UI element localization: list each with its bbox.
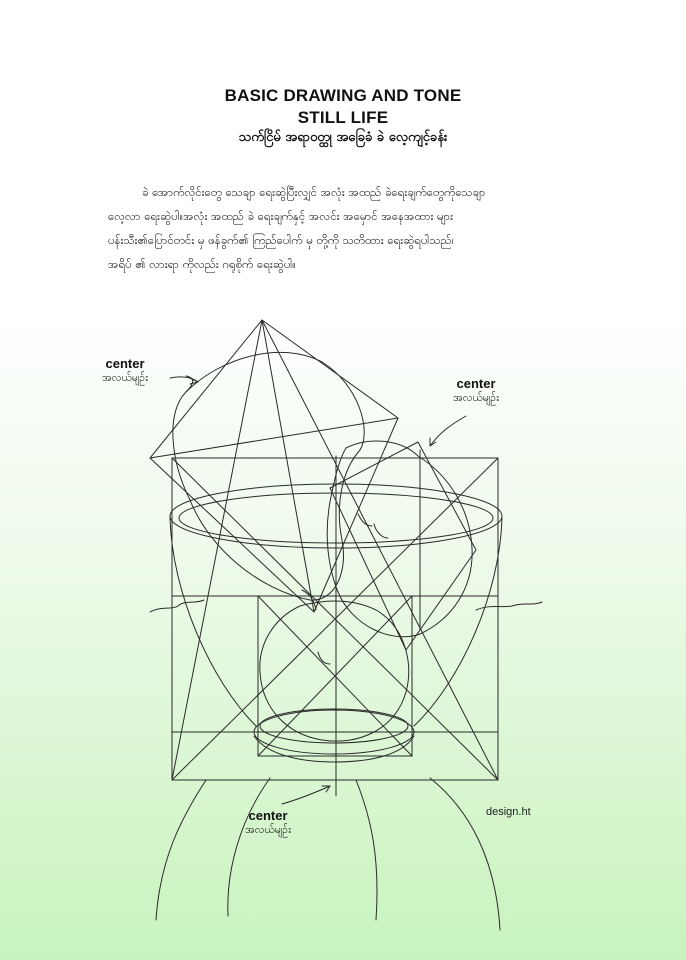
center-label-en: center xyxy=(248,808,288,823)
center-label-my: အလယ်မျဉ်း xyxy=(453,392,499,404)
construction-diagonal xyxy=(149,417,399,459)
cloth-curve-left-2 xyxy=(227,777,271,917)
center-label: center အလယ်မျဉ်း xyxy=(436,376,516,405)
center-label: center အလယ်မျဉ်း xyxy=(228,808,308,837)
leader-arrow-2 xyxy=(429,415,467,447)
construction-line xyxy=(261,319,499,781)
front-apple-detail xyxy=(317,651,331,665)
still-life-sketch xyxy=(149,319,543,931)
page-title-line-2: STILL LIFE xyxy=(297,108,389,127)
construction-line xyxy=(171,319,263,781)
designer-credit: design.ht xyxy=(486,806,531,818)
construction-diagonal xyxy=(257,595,413,757)
apple-highlight xyxy=(357,513,389,539)
bowl-base-front xyxy=(253,735,415,763)
cloth-curve-bottom xyxy=(355,779,378,921)
tilted-construction-square xyxy=(149,319,399,613)
leader-arrow-3-head xyxy=(321,785,331,793)
leader-arrow-2-head xyxy=(429,437,437,447)
leader-arrow-3 xyxy=(281,785,331,805)
paragraph-line: အရိပ် ၏ လားရာ ကိုလည်း ဂရုစိုက် ရေးဆွဲပါ။ xyxy=(108,257,296,271)
construction-square xyxy=(171,457,499,781)
bowl-base-inner xyxy=(259,708,409,744)
page-subtitle: သက်ငြိမ် အရာဝတ္ထု အခြေခံ ခဲ လေ့ကျင့်ခန်း xyxy=(238,130,448,145)
paragraph-line: ပန်းသီး၏ပြောင်တင်း မှ ဖန်ခွက်၏ ကြည်ပေါက်… xyxy=(108,233,454,247)
paragraph-line: ခဲ အောက်လိုင်းတွေ သေချာ ရေးဆွဲပြီးလျှင် … xyxy=(142,185,486,199)
front-apple-outline xyxy=(259,600,410,742)
cloth-curve-left xyxy=(155,779,207,921)
cloth-line-left xyxy=(149,599,205,613)
bowl-left-side xyxy=(169,517,257,727)
pear-outline xyxy=(172,351,365,601)
leader-arrow-1-head xyxy=(189,377,199,385)
bowl-right-side xyxy=(413,517,503,727)
center-label-en: center xyxy=(105,356,145,371)
back-apple-outline xyxy=(326,440,473,638)
back-apple-construction xyxy=(329,441,477,651)
center-label-my: အလယ်မျဉ်း xyxy=(102,372,148,384)
center-label-my: အလယ်မျဉ်း xyxy=(245,824,291,836)
center-label: center အလယ်မျဉ်း xyxy=(85,356,165,385)
construction-diagonal xyxy=(171,457,499,781)
cloth-line-right xyxy=(475,601,543,611)
instruction-paragraph: ခဲ အောက်လိုင်းတွေ သေချာ ရေးဆွဲပြီးလျှင် … xyxy=(108,180,578,276)
cloth-curve-right xyxy=(429,777,501,931)
pear-stem xyxy=(185,375,194,393)
paragraph-line: လေ့လာ ရေးဆွဲပါ။အလုံး အထည် ခဲ ရေးချက်နှင့… xyxy=(108,209,454,223)
front-apple-stem xyxy=(301,589,317,611)
construction-diagonal xyxy=(261,319,315,613)
page-title: BASIC DRAWING AND TONE xyxy=(224,86,462,105)
center-label-en: center xyxy=(456,376,496,391)
